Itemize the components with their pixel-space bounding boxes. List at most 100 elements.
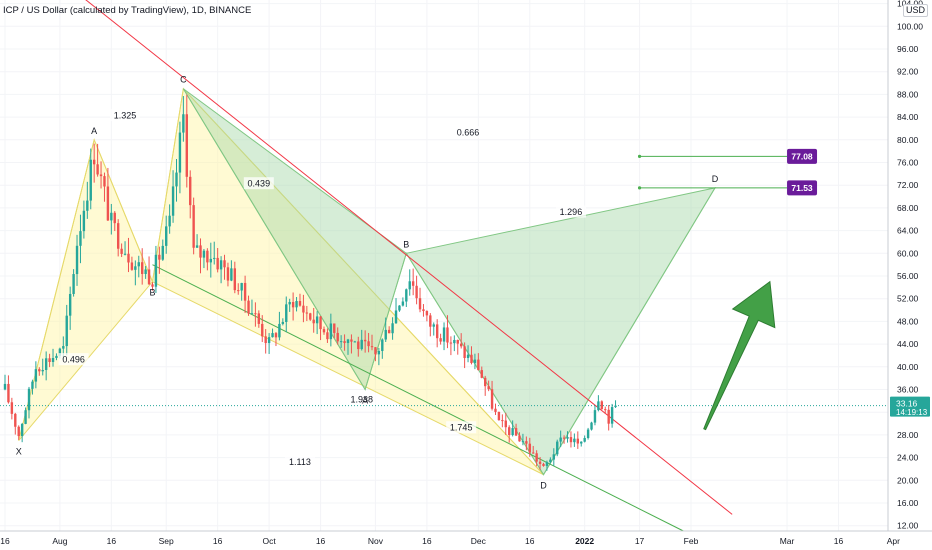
candle-body	[86, 200, 89, 211]
candle-body	[226, 267, 230, 281]
ratio-label: 1.296	[560, 207, 583, 217]
target-badge	[787, 180, 818, 196]
candle-body	[89, 159, 92, 201]
candle-body	[562, 437, 566, 439]
candle-body	[312, 319, 315, 324]
candle-body	[230, 268, 233, 281]
candle-body	[291, 301, 295, 308]
candle-body	[27, 388, 31, 411]
ratio-label-bg	[284, 455, 315, 468]
candle-body	[264, 336, 267, 344]
candle-body	[449, 342, 453, 344]
y-tick-label: 92.00	[897, 67, 919, 77]
x-tick-label: Oct	[262, 536, 276, 546]
y-tick-label: 24.00	[897, 453, 919, 463]
x-tick-label: 16	[0, 536, 10, 546]
candle-body	[34, 369, 38, 382]
y-tick-label: 84.00	[897, 112, 919, 122]
candle-body	[435, 324, 439, 339]
pattern-point-label: C	[180, 75, 187, 85]
candle-body	[381, 339, 384, 351]
candle-body	[285, 304, 288, 322]
candle-body	[470, 354, 473, 364]
candle-body	[195, 245, 199, 248]
candle-body	[583, 437, 586, 442]
candle-body	[528, 443, 531, 453]
candle-body	[377, 350, 381, 355]
y-tick-label: 96.00	[897, 44, 919, 54]
candle-body	[302, 305, 305, 313]
x-tick-label: 16	[422, 536, 432, 546]
candle-body	[586, 429, 590, 438]
ratio-label: 1.113	[289, 457, 311, 467]
candle-body	[329, 323, 333, 340]
candle-body	[556, 441, 559, 455]
y-tick-label: 48.00	[897, 316, 919, 326]
x-tick-label: 16	[107, 536, 117, 546]
candle-body	[535, 453, 538, 462]
y-tick-label: 56.00	[897, 271, 919, 281]
candle-body	[309, 313, 312, 320]
candle-body	[333, 323, 336, 333]
candle-body	[250, 313, 254, 315]
candle-body	[538, 461, 542, 464]
candle-body	[103, 176, 106, 187]
candle-body	[432, 324, 435, 327]
candle-body	[17, 426, 20, 437]
candle-body	[339, 341, 343, 343]
candle-body	[141, 262, 144, 275]
candle-body	[213, 257, 216, 259]
target-badge-label: 71.53	[791, 183, 813, 193]
candle-body	[161, 245, 164, 260]
last-price-value: 33.16	[896, 399, 918, 409]
candle-body	[353, 341, 357, 343]
x-tick-label: Feb	[684, 536, 699, 546]
candle-body	[466, 354, 470, 359]
candle-body	[600, 401, 604, 410]
candle-body	[168, 215, 171, 227]
candle-body	[20, 423, 24, 437]
time-axis-bg	[0, 531, 932, 550]
x-tick-label: 17	[635, 536, 645, 546]
y-tick-label: 28.00	[897, 430, 919, 440]
candle-body	[202, 250, 206, 258]
candle-body	[14, 413, 17, 427]
candle-body	[326, 332, 329, 340]
y-tick-label: 40.00	[897, 362, 919, 372]
candle-body	[192, 205, 195, 248]
candle-body	[501, 420, 504, 422]
candle-body	[480, 370, 483, 378]
candle-body	[549, 459, 552, 463]
candle-body	[542, 463, 545, 466]
candle-body	[508, 427, 511, 436]
candle-body	[233, 268, 237, 291]
candle-body	[3, 383, 7, 390]
candle-body	[99, 174, 103, 177]
x-tick-label: Sep	[159, 536, 174, 546]
candle-body	[68, 293, 72, 316]
currency-badge[interactable]: USD	[903, 4, 929, 17]
candle-body	[243, 282, 247, 301]
pattern-point-label: D	[712, 174, 719, 184]
candle-body	[532, 452, 535, 454]
candle-body	[10, 402, 14, 414]
candle-body	[514, 428, 518, 436]
candle-body	[573, 438, 576, 443]
candle-body	[62, 346, 65, 349]
candle-body	[38, 369, 41, 372]
candle-body	[322, 329, 326, 333]
target-badge	[787, 148, 818, 164]
candle-body	[206, 250, 209, 263]
candle-body	[237, 290, 240, 292]
candle-body	[288, 301, 291, 305]
y-tick-label: 72.00	[897, 180, 919, 190]
candle-body	[158, 254, 161, 260]
candle-body	[178, 132, 182, 173]
candle-body	[484, 377, 487, 387]
candle-body	[521, 441, 525, 443]
candle-body	[370, 346, 374, 348]
ratio-label-bg	[110, 109, 141, 122]
candle-body	[267, 337, 271, 344]
